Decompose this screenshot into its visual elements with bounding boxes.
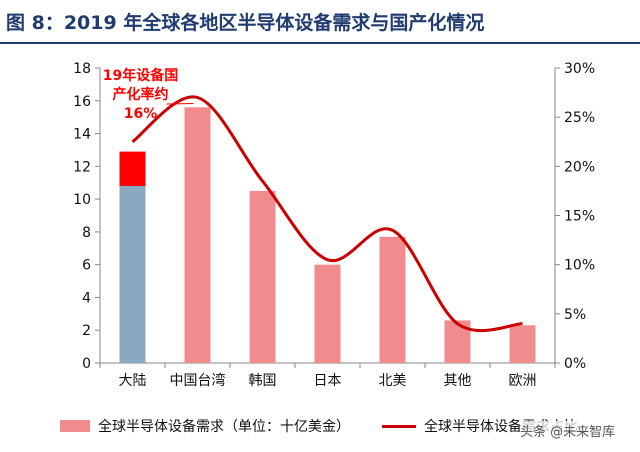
title-bar: 图 8：2019 年全球各地区半导体设备需求与国产化情况 bbox=[0, 0, 640, 44]
y-left-tick-label: 8 bbox=[82, 225, 91, 241]
y-left-tick-label: 12 bbox=[73, 159, 91, 175]
y-left-tick-label: 14 bbox=[73, 127, 91, 143]
y-right-tick-label: 0% bbox=[564, 356, 586, 372]
bar bbox=[184, 107, 211, 363]
legend-bar-label: 全球半导体设备需求（单位：十亿美金） bbox=[98, 419, 350, 435]
combo-chart: 0 2 4 6 8 10 12 14 16 18 0% 5% 10% 15% 20% 25% 30% 大陆 中国台湾… bbox=[73, 61, 595, 389]
legend-item-bar: 全球半导体设备需求（单位：十亿美金） bbox=[60, 416, 350, 436]
y-left-tick-label: 2 bbox=[82, 323, 91, 339]
share-line bbox=[131, 95, 523, 333]
bar bbox=[509, 325, 536, 363]
y-left-tick-label: 10 bbox=[73, 192, 91, 208]
y-left-tick-label: 18 bbox=[73, 61, 91, 77]
y-right-tick-label: 10% bbox=[564, 258, 595, 274]
x-tick-label: 欧洲 bbox=[509, 373, 537, 389]
y-right-tick-label: 25% bbox=[564, 110, 595, 126]
annotation-line: 19年设备国 bbox=[103, 67, 178, 84]
bar-mainland bbox=[119, 186, 146, 363]
legend-bar-swatch bbox=[60, 420, 90, 432]
x-tick-label: 其他 bbox=[444, 373, 472, 389]
x-tick-label: 日本 bbox=[314, 373, 342, 389]
annotation-line: 16% bbox=[124, 106, 158, 122]
y-left-tick-label: 6 bbox=[82, 258, 91, 274]
watermark: 头条 @未来智库 bbox=[520, 421, 616, 440]
chart-title: 图 8：2019 年全球各地区半导体设备需求与国产化情况 bbox=[6, 12, 485, 34]
y-right-tick-label: 15% bbox=[564, 209, 595, 225]
y-right-tick-label: 20% bbox=[564, 159, 595, 175]
bar bbox=[379, 236, 406, 363]
x-tick-label: 大陆 bbox=[119, 373, 147, 389]
x-tick-label: 北美 bbox=[379, 373, 407, 389]
bar-domestic-share bbox=[119, 151, 146, 186]
bar bbox=[249, 190, 276, 363]
y-left-tick-label: 4 bbox=[82, 290, 91, 306]
bar bbox=[314, 264, 341, 363]
y-left-tick-label: 0 bbox=[82, 356, 91, 372]
legend-line-swatch bbox=[382, 424, 416, 428]
annotation-leader bbox=[166, 103, 194, 105]
x-tick-label: 韩国 bbox=[249, 373, 277, 389]
y-right-tick-label: 30% bbox=[564, 61, 595, 77]
y-right-tick-label: 5% bbox=[564, 307, 586, 323]
y-left-tick-label: 16 bbox=[73, 94, 91, 110]
x-tick-label: 中国台湾 bbox=[170, 372, 226, 389]
annotation-line: 产化率约 bbox=[113, 86, 169, 103]
